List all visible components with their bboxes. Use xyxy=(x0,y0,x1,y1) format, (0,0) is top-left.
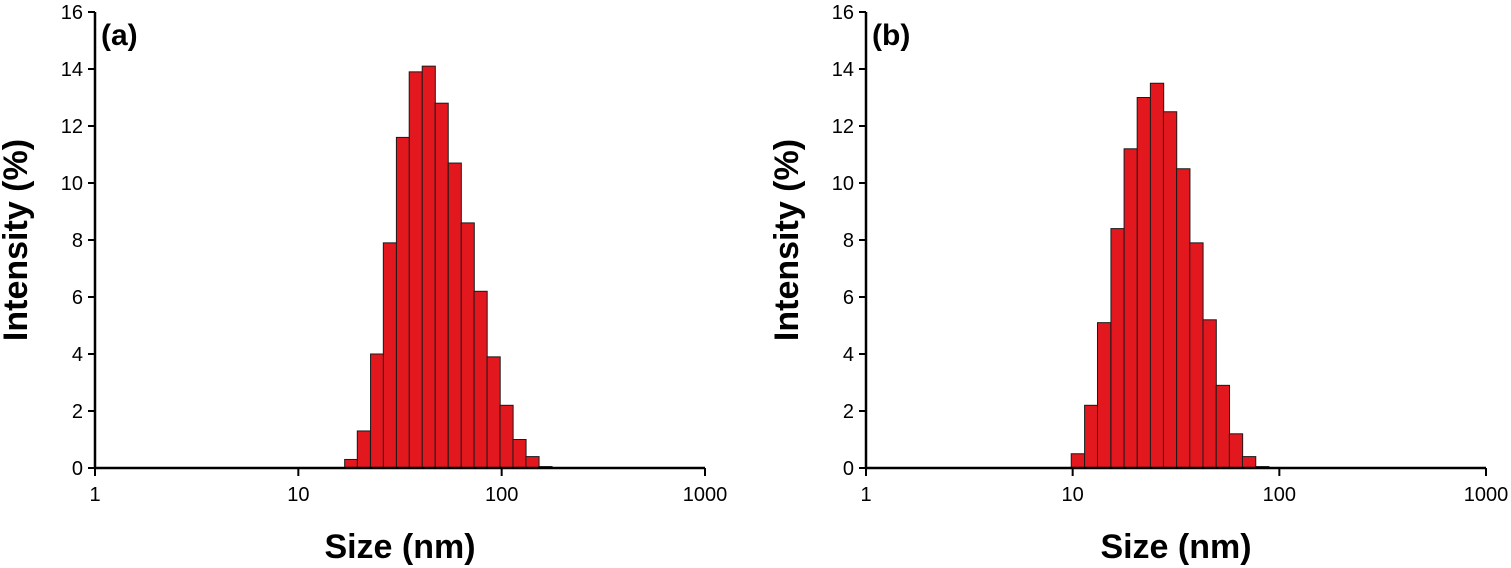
histogram-bar xyxy=(1149,82,1165,469)
y-tick-label: 16 xyxy=(61,2,83,24)
y-tick-label: 12 xyxy=(832,116,854,138)
y-tick-label: 8 xyxy=(72,230,83,252)
x-tick-label: 1 xyxy=(860,484,871,506)
x-tick-label: 1 xyxy=(89,484,100,506)
y-tick-label: 16 xyxy=(832,2,854,24)
histogram-bar xyxy=(1084,404,1099,469)
y-axis-title: Intensity (%) xyxy=(0,139,35,341)
histogram-bar xyxy=(1215,384,1231,469)
histogram-bar xyxy=(1136,97,1152,469)
y-tick-label: 2 xyxy=(72,401,83,423)
panel-label: (b) xyxy=(872,19,910,52)
histogram-bar xyxy=(356,430,371,469)
y-tick-label: 4 xyxy=(843,344,854,366)
y-tick-label: 14 xyxy=(61,59,83,81)
histogram-bar xyxy=(434,102,449,469)
histogram-bar xyxy=(486,356,501,469)
histogram-bar xyxy=(1228,433,1244,469)
y-axis-title: Intensity (%) xyxy=(768,139,806,341)
y-tick-label: 12 xyxy=(61,116,83,138)
histogram-bar xyxy=(1123,148,1138,469)
x-axis-title: Size (nm) xyxy=(324,528,475,566)
x-tick-label: 10 xyxy=(1062,484,1084,506)
y-tick-label: 2 xyxy=(843,401,854,423)
histogram-bar xyxy=(512,439,527,469)
x-tick-label: 10 xyxy=(287,484,309,506)
histogram-bar xyxy=(460,222,475,469)
x-axis-title: Size (nm) xyxy=(1100,528,1251,566)
histogram-bar xyxy=(499,404,514,469)
histogram-bar xyxy=(1096,322,1112,469)
x-tick-label: 100 xyxy=(485,484,518,506)
y-tick-label: 0 xyxy=(72,458,83,480)
histogram-bar xyxy=(473,290,488,469)
histogram-bar xyxy=(447,162,462,469)
chart-panel-a: 0 2 4 6 8 10 12 14 16 1 10 100 1000 Size (nm) Intensit… xyxy=(0,2,727,566)
chart-panel-b: 0 2 4 6 8 10 12 14 16 1 10 100 1000 Size (nm) Intensit… xyxy=(768,2,1508,566)
histogram-bar xyxy=(1189,242,1204,469)
histogram-bar xyxy=(1110,228,1125,469)
y-tick-label: 6 xyxy=(843,287,854,309)
y-tick-label: 10 xyxy=(61,173,83,195)
histogram-bar xyxy=(1176,168,1191,469)
x-tick-label: 1000 xyxy=(683,484,728,506)
y-tick-label: 0 xyxy=(843,458,854,480)
y-tick-label: 8 xyxy=(843,230,854,252)
histogram-bar xyxy=(395,136,411,469)
panel-label: (a) xyxy=(101,19,138,52)
x-tick-label: 100 xyxy=(1263,484,1296,506)
histogram-bar xyxy=(1202,319,1217,469)
histogram-bar xyxy=(525,456,540,469)
histogram-bar xyxy=(382,242,397,469)
x-tick-label: 1000 xyxy=(1464,484,1509,506)
histogram-bar xyxy=(370,353,385,469)
histogram-bar xyxy=(1162,111,1178,469)
histogram-bar xyxy=(421,65,436,469)
y-tick-label: 14 xyxy=(832,59,854,81)
histogram-bar xyxy=(1241,456,1257,469)
y-tick-label: 6 xyxy=(72,287,83,309)
y-tick-label: 10 xyxy=(832,173,854,195)
histogram-bar xyxy=(1070,453,1086,469)
histogram-bar xyxy=(344,458,359,469)
y-tick-label: 4 xyxy=(72,344,83,366)
histogram-bar xyxy=(408,71,423,469)
